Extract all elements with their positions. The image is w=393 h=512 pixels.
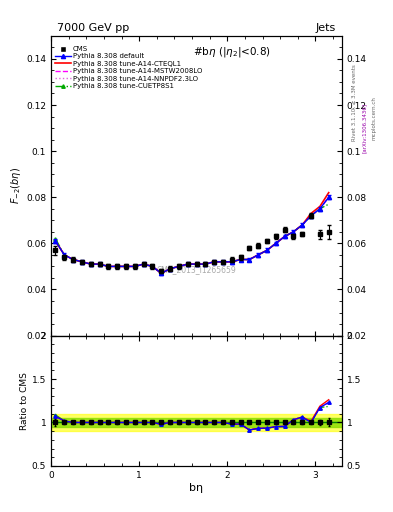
X-axis label: bη: bη bbox=[189, 482, 204, 493]
Text: [arXiv:1306.3436]: [arXiv:1306.3436] bbox=[362, 103, 367, 153]
Y-axis label: $F_{-2}(b\eta)$: $F_{-2}(b\eta)$ bbox=[9, 167, 23, 204]
Y-axis label: Ratio to CMS: Ratio to CMS bbox=[20, 372, 29, 430]
Text: 7000 GeV pp: 7000 GeV pp bbox=[57, 23, 129, 33]
Text: #b$\eta$ ($|\eta_2|$<0.8): #b$\eta$ ($|\eta_2|$<0.8) bbox=[193, 45, 270, 59]
Bar bbox=[51, 414, 342, 431]
Text: mcplots.cern.ch: mcplots.cern.ch bbox=[371, 96, 376, 140]
Bar bbox=[51, 418, 342, 427]
Text: CMS_2013_I1265659: CMS_2013_I1265659 bbox=[157, 265, 236, 274]
Legend: CMS, Pythia 8.308 default, Pythia 8.308 tune-A14-CTEQL1, Pythia 8.308 tune-A14-M: CMS, Pythia 8.308 default, Pythia 8.308 … bbox=[55, 45, 203, 90]
Text: Rivet 3.1.10, ≥ 3.3M events: Rivet 3.1.10, ≥ 3.3M events bbox=[352, 64, 357, 141]
Text: Jets: Jets bbox=[316, 23, 336, 33]
